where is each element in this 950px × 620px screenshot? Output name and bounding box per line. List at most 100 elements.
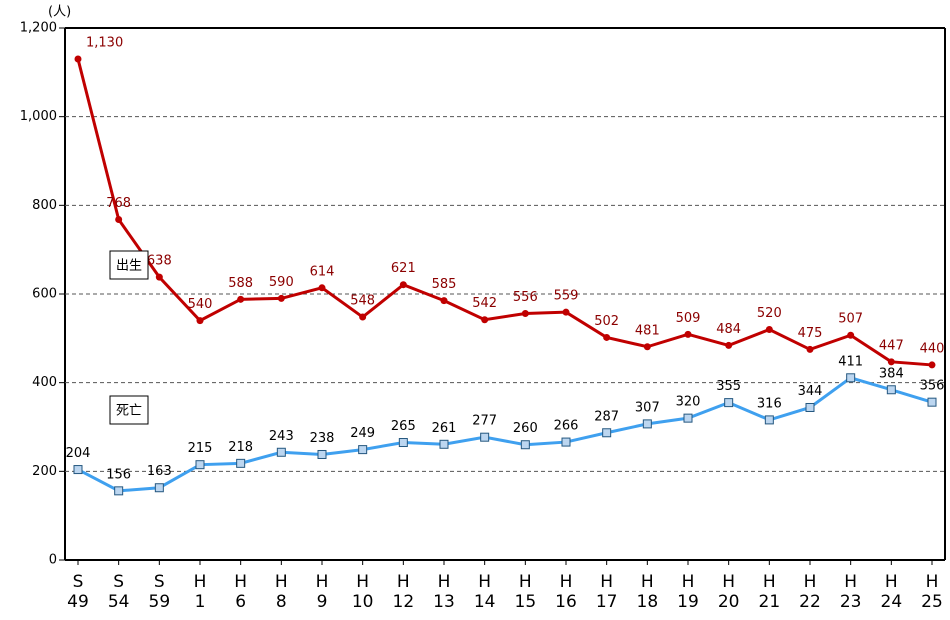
y-tick-label: 800 [32,198,57,213]
legend-label: 出生 [116,259,142,274]
legend-box [109,250,149,280]
y-tick-label: 0 [49,553,57,568]
y-tick-label: 400 [32,375,57,390]
x-tick-label: H 6 [234,572,248,612]
data-point [805,402,815,412]
x-tick-label: H 12 [392,572,415,612]
x-tick-label: H 23 [839,572,862,612]
x-tick-label: S 54 [107,572,130,612]
data-label: 588 [228,276,253,291]
data-label: 204 [66,446,91,461]
data-point [114,486,124,496]
data-point [724,398,734,408]
data-point [725,341,733,349]
data-point [236,458,246,468]
y-tick-label: 1,000 [20,109,57,124]
data-point [928,361,936,369]
y-unit: (人) [48,5,71,20]
data-point [765,325,773,333]
data-point [317,449,327,459]
y-tick-label: 600 [32,287,57,302]
data-point [561,437,571,447]
x-tick-label: H 15 [514,572,537,612]
data-point [806,345,814,353]
data-label: 156 [106,467,131,482]
data-point [562,308,570,316]
data-label: 320 [676,395,701,410]
data-label: 249 [350,426,375,441]
data-point [155,273,163,281]
data-point [886,385,896,395]
data-label: 481 [635,323,660,338]
data-label: 1,130 [86,36,123,51]
data-point [359,313,367,321]
data-point [154,483,164,493]
data-label: 542 [472,296,497,311]
data-point [481,316,489,324]
data-point [74,55,82,63]
data-point [276,447,286,457]
y-tick-label: 200 [32,464,57,479]
x-tick-label: S 59 [148,572,171,612]
data-label: 316 [757,396,782,411]
data-point [439,439,449,449]
x-tick-label: H 8 [274,572,288,612]
series-line [76,58,933,367]
data-label: 585 [432,277,457,292]
data-point [399,281,407,289]
data-point [642,419,652,429]
data-label: 440 [920,341,945,356]
x-tick-label: H 9 [315,572,329,612]
data-label: 344 [798,384,823,399]
data-label: 484 [716,322,741,337]
data-label: 638 [147,254,172,269]
data-point [603,333,611,341]
x-tick-label: S 49 [67,572,89,612]
data-label: 266 [554,419,579,434]
data-label: 556 [513,290,538,305]
data-label: 355 [716,379,741,394]
data-label: 261 [432,421,457,436]
data-label: 265 [391,419,416,434]
data-label: 621 [391,261,416,276]
data-label: 447 [879,338,904,353]
x-tick-label: H 1 [193,572,207,612]
data-point [683,413,693,423]
data-point [237,295,245,303]
x-tick-label: H 17 [595,572,618,612]
data-point [398,438,408,448]
data-point [520,440,530,450]
data-label: 277 [472,414,497,429]
data-label: 507 [838,312,863,327]
data-label: 260 [513,421,538,436]
data-point [318,284,326,292]
data-point [764,415,774,425]
data-point [73,465,83,475]
data-label: 559 [554,289,579,304]
data-point [846,373,856,383]
data-label: 384 [879,366,904,381]
data-point [643,343,651,351]
data-point [847,331,855,339]
data-point [358,445,368,455]
data-point [887,358,895,366]
data-point [277,294,285,302]
series-line [77,376,933,493]
x-tick-label: H 16 [555,572,577,612]
data-label: 243 [269,429,294,444]
data-label: 509 [676,311,701,326]
x-tick-label: H 18 [636,572,659,612]
x-tick-label: H 10 [351,572,374,612]
legend-box [109,395,149,425]
x-tick-label: H 25 [921,572,943,612]
data-label: 520 [757,306,782,321]
data-label: 590 [269,275,294,290]
data-label: 356 [920,379,945,394]
data-label: 540 [188,297,213,312]
x-tick-label: H 13 [433,572,455,612]
x-tick-label: H 22 [799,572,821,612]
y-tick-label: 1,200 [20,21,57,36]
data-label: 163 [147,464,172,479]
